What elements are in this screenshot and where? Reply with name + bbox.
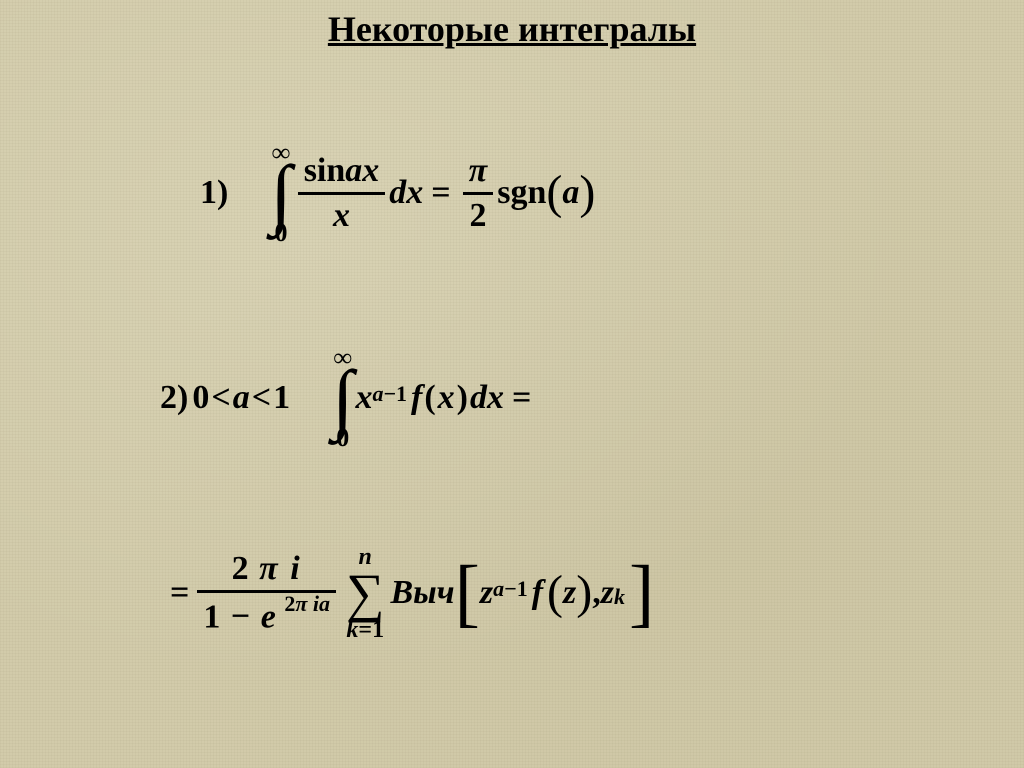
num-two: 2	[232, 550, 249, 587]
cond-lt1: <	[211, 379, 230, 417]
den-exp-pi: π	[295, 591, 307, 616]
zk-k: k	[614, 584, 625, 610]
exp3-one: 1	[517, 576, 528, 601]
res-word: Выч	[390, 574, 454, 612]
sgn-text: sgn	[497, 174, 546, 212]
eq1: =	[431, 174, 450, 212]
eq2: =	[512, 379, 531, 417]
cond-a: a	[233, 379, 250, 417]
den-minus: −	[231, 598, 250, 635]
exp2-one: 1	[396, 381, 407, 406]
frac-2pii: 2 π i 1 − e 2π ia	[197, 552, 336, 634]
sum: n ∑ k=1	[346, 545, 385, 642]
int1-symbol: ∫	[270, 162, 291, 224]
sum-symbol: ∑	[346, 569, 385, 618]
int2-symbol: ∫	[332, 367, 353, 429]
dx1-x: x	[406, 174, 423, 212]
den-one: 1	[203, 598, 220, 635]
exp3-minus: −	[504, 576, 517, 601]
slide-title: Некоторые интегралы	[0, 8, 1024, 50]
f2: f	[411, 379, 422, 417]
sgn-arg: a	[562, 174, 579, 212]
fx-x: x	[438, 379, 455, 417]
f3: f	[532, 574, 543, 612]
integral-2: ∞ ∫ 0	[332, 345, 353, 451]
dx2-d: d	[470, 379, 487, 417]
den-e: e	[261, 598, 276, 635]
zk-z: z	[601, 574, 614, 612]
cond-zero: 0	[192, 379, 209, 417]
comma: ,	[592, 574, 601, 612]
formula1-label-num: 1	[200, 174, 217, 212]
denom-x: x	[327, 197, 356, 233]
sum-lower-eq: =	[358, 617, 372, 643]
frac-sinax-x: sinax x	[298, 154, 386, 233]
dx2-x: x	[487, 379, 504, 417]
pi: π	[463, 154, 494, 190]
exp3-a: a	[493, 576, 504, 601]
frac-pi-2: π 2	[463, 154, 494, 233]
dx1-d: d	[389, 174, 406, 212]
eq3: =	[170, 574, 189, 612]
exp2-minus: −	[383, 381, 396, 406]
sin-text: sin	[304, 152, 346, 189]
sum-lower-k: k	[346, 617, 358, 643]
den-exp-two: 2	[284, 591, 295, 616]
int2-lower: 0	[336, 425, 349, 451]
fz-z: z	[563, 574, 576, 612]
num-pi: π	[259, 550, 278, 587]
formula-3: = 2 π i 1 − e 2π ia n ∑ k=1	[170, 545, 654, 642]
formula2-label-num: 2	[160, 379, 177, 417]
cond-lt2: <	[252, 379, 271, 417]
formula-1: 1) ∞ ∫ 0 sinax x dx = π 2 sgn ( a )	[200, 140, 595, 246]
exp2-a: a	[372, 381, 383, 406]
den-exp-a: a	[319, 591, 330, 616]
sum-lower-one: 1	[372, 617, 384, 643]
formula-2: 2) 0 < a < 1 ∞ ∫ 0 x a−1 f ( x ) dx =	[160, 345, 539, 451]
formula1-label-paren: )	[217, 174, 228, 212]
rparen-2: )	[457, 379, 468, 417]
ax-text: ax	[345, 152, 379, 189]
formula2-label-paren: )	[177, 379, 188, 417]
two: 2	[463, 197, 492, 233]
lparen-2: (	[424, 379, 435, 417]
int1-lower: 0	[275, 220, 288, 246]
x-base: x	[355, 379, 372, 417]
num-i: i	[290, 550, 299, 587]
z-base: z	[480, 574, 493, 612]
integral-1: ∞ ∫ 0	[270, 140, 291, 246]
cond-one: 1	[273, 379, 290, 417]
